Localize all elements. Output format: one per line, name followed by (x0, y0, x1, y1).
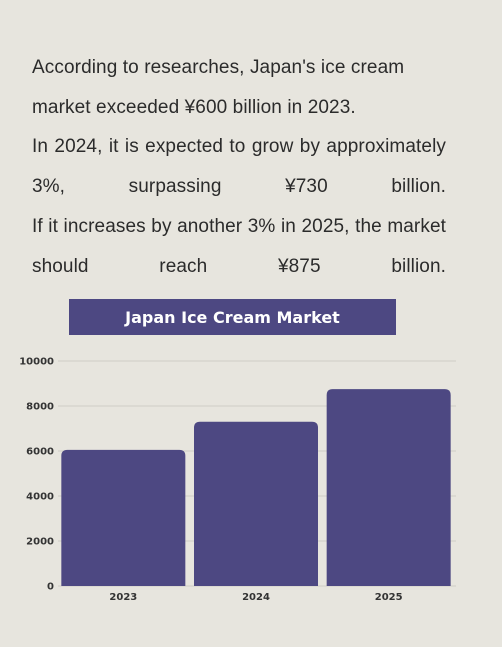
bar-2025 (326, 389, 451, 586)
y-tick-label: 6000 (26, 447, 54, 458)
chart-title: Japan Ice Cream Market (69, 299, 396, 335)
bar-2024 (194, 421, 318, 586)
intro-line-3: In 2024, it is expected to grow by appro… (32, 136, 446, 198)
intro-line-2: market exceeded ¥600 billion in 2023. (32, 96, 356, 118)
intro-line-4: If it increases by another 3% in 2025, t… (32, 215, 446, 277)
intro-line-1: According to researches, Japan's ice cre… (32, 57, 405, 78)
bar-2023 (61, 449, 186, 586)
x-tick-label: 2024 (242, 592, 270, 603)
y-tick-label: 2000 (26, 537, 54, 548)
x-tick-label: 2025 (375, 592, 403, 603)
bar-chart: 0 2000 4000 6000 8000 10000 2023 2024 2025 (19, 357, 456, 603)
y-tick-label: 8000 (26, 402, 54, 413)
x-tick-label: 2023 (109, 592, 137, 603)
y-tick-label: 0 (47, 582, 54, 593)
y-tick-label: 4000 (26, 492, 54, 503)
intro-text: According to researches, Japan's ice cre… (32, 48, 446, 286)
y-tick-label: 10000 (19, 357, 54, 368)
